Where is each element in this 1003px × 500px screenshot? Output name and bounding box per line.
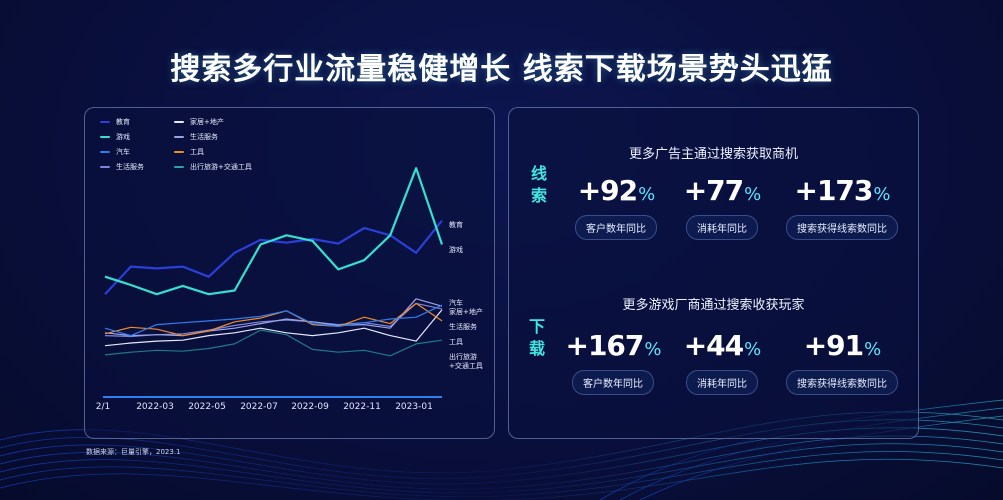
legend-swatch-icon	[100, 166, 110, 168]
legend-label: 汽车	[116, 148, 130, 156]
legend-item: 教育	[100, 117, 130, 127]
legend-swatch-icon	[174, 166, 184, 168]
x-tick-label: 2023-01	[395, 402, 433, 412]
end-label-life: 生活服务	[449, 323, 477, 331]
vertical-label-downloads: 下 载	[527, 316, 547, 360]
legend-item: 出行旅游+交通工具	[174, 162, 252, 172]
section-heading-downloads: 更多游戏厂商通过搜索收获玩家	[622, 298, 805, 313]
legend-item: 家居+地产	[174, 117, 224, 127]
section-heading-leads: 更多广告主通过搜索获取商机	[628, 147, 798, 162]
legend-swatch-icon	[174, 121, 184, 123]
legend-item: 生活服务	[100, 162, 144, 172]
metric-value: +91%	[803, 329, 882, 362]
metric-leads-customers: +92% 客户数年同比	[556, 175, 676, 240]
metric-label: 搜索获得线索数同比	[786, 370, 898, 395]
chart-series	[104, 167, 444, 357]
legend-label: 生活服务	[116, 163, 144, 171]
series-line	[104, 167, 444, 296]
series-line	[104, 304, 443, 337]
series-line	[104, 302, 443, 337]
metric-value: +167%	[565, 329, 661, 362]
vertical-label-leads: 线 索	[529, 163, 549, 207]
x-tick-label: 2022-07	[240, 402, 278, 412]
vertical-label-char: 线	[530, 164, 547, 183]
series-line	[104, 309, 443, 347]
vertical-label-char: 索	[530, 186, 547, 205]
metric-value: +92%	[577, 174, 656, 207]
end-label-travel: 出行旅游 +交通工具	[449, 353, 483, 371]
metric-value: +173%	[794, 174, 890, 207]
metric-label: 消耗年同比	[686, 370, 758, 395]
end-label-car: 汽车	[449, 299, 463, 307]
chart-panel	[84, 107, 495, 439]
end-label-tool: 工具	[449, 338, 463, 346]
metric-downloads-spend: +44% 消耗年同比	[662, 330, 782, 395]
end-label-travel-line1: 出行旅游	[449, 353, 477, 361]
x-tick-label: 2022-09	[291, 402, 329, 412]
series-line	[104, 329, 443, 357]
metric-value: +44%	[683, 329, 762, 362]
metric-label: 消耗年同比	[686, 215, 758, 240]
legend-label: 教育	[116, 118, 130, 126]
legend-swatch-icon	[100, 136, 110, 138]
legend-swatch-icon	[174, 151, 184, 153]
legend-item: 游戏	[100, 132, 130, 142]
legend-swatch-icon	[100, 151, 110, 153]
metric-leads-spend: +77% 消耗年同比	[662, 175, 782, 240]
vertical-label-char: 下	[528, 317, 545, 336]
legend-swatch-icon	[100, 121, 110, 123]
x-tick-label: 2022-03	[136, 402, 174, 412]
series-line	[104, 219, 443, 295]
metric-leads-search-leads: +173% 搜索获得线索数同比	[782, 175, 902, 240]
page-title: 搜索多行业流量稳健增长 线索下载场景势头迅猛	[170, 52, 833, 87]
x-tick-label: 2022-05	[188, 402, 226, 412]
metric-label: 客户数年同比	[572, 370, 654, 395]
legend-label: 生活服务	[190, 133, 218, 141]
end-label-edu: 教育	[449, 221, 463, 229]
legend-label: 工具	[190, 148, 204, 156]
legend-item: 汽车	[100, 147, 130, 157]
x-tick-label: 2/1	[95, 402, 111, 412]
end-label-game: 游戏	[449, 246, 463, 254]
end-label-travel-line2: +交通工具	[449, 362, 483, 370]
legend-item: 工具	[174, 147, 204, 157]
metric-value: +77%	[683, 174, 762, 207]
series-line	[104, 302, 443, 338]
vertical-label-char: 载	[528, 339, 545, 358]
metric-downloads-customers: +167% 客户数年同比	[553, 330, 673, 395]
end-label-home: 家居+地产	[449, 308, 483, 316]
metric-label: 客户数年同比	[575, 215, 657, 240]
data-source-note: 数据来源：巨量引擎，2023.1	[86, 448, 181, 456]
legend-item: 生活服务	[174, 132, 218, 142]
legend-label: 家居+地产	[190, 118, 224, 126]
legend-swatch-icon	[174, 136, 184, 138]
x-tick-label: 2022-11	[343, 402, 381, 412]
legend-label: 游戏	[116, 133, 130, 141]
metric-downloads-search-leads: +91% 搜索获得线索数同比	[782, 330, 902, 395]
legend-label: 出行旅游+交通工具	[190, 163, 252, 171]
series-line	[104, 298, 443, 337]
metric-label: 搜索获得线索数同比	[786, 215, 898, 240]
